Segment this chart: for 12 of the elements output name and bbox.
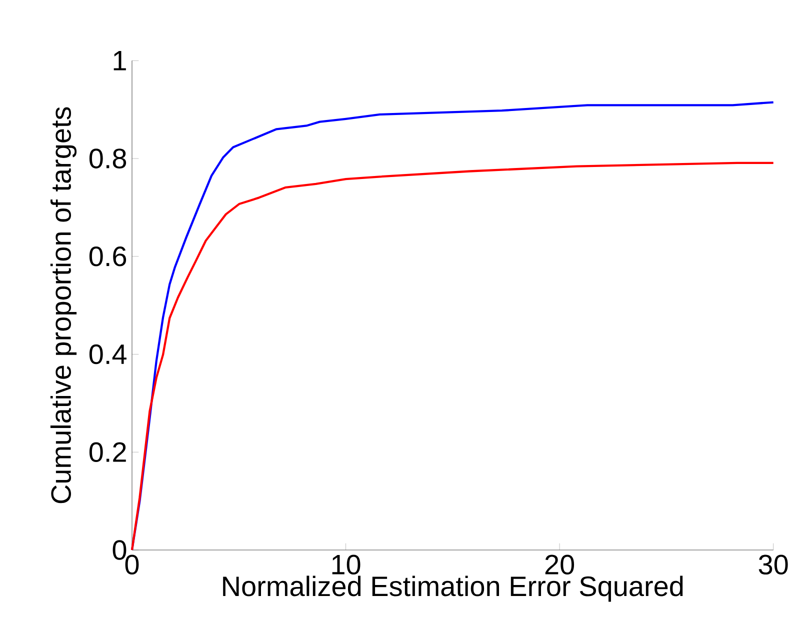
x-axis-title: Normalized Estimation Error Squared [223, 576, 683, 602]
y-tick-label: 0.2 [89, 442, 126, 462]
x-tick-label: 10 [332, 554, 360, 575]
y-tick-label: 0.6 [89, 246, 126, 266]
y-tick-label: 1 [114, 51, 126, 70]
y-tick-label: 0.8 [89, 148, 126, 168]
x-tick-label: 30 [758, 554, 788, 575]
y-tick-label: 0 [112, 540, 126, 560]
x-tick-label: 0 [125, 554, 139, 575]
x-tick-label: 20 [545, 554, 574, 575]
y-axis-title: Cumulative proportion of targets [50, 107, 77, 504]
y-tick-label: 0.4 [89, 344, 126, 364]
